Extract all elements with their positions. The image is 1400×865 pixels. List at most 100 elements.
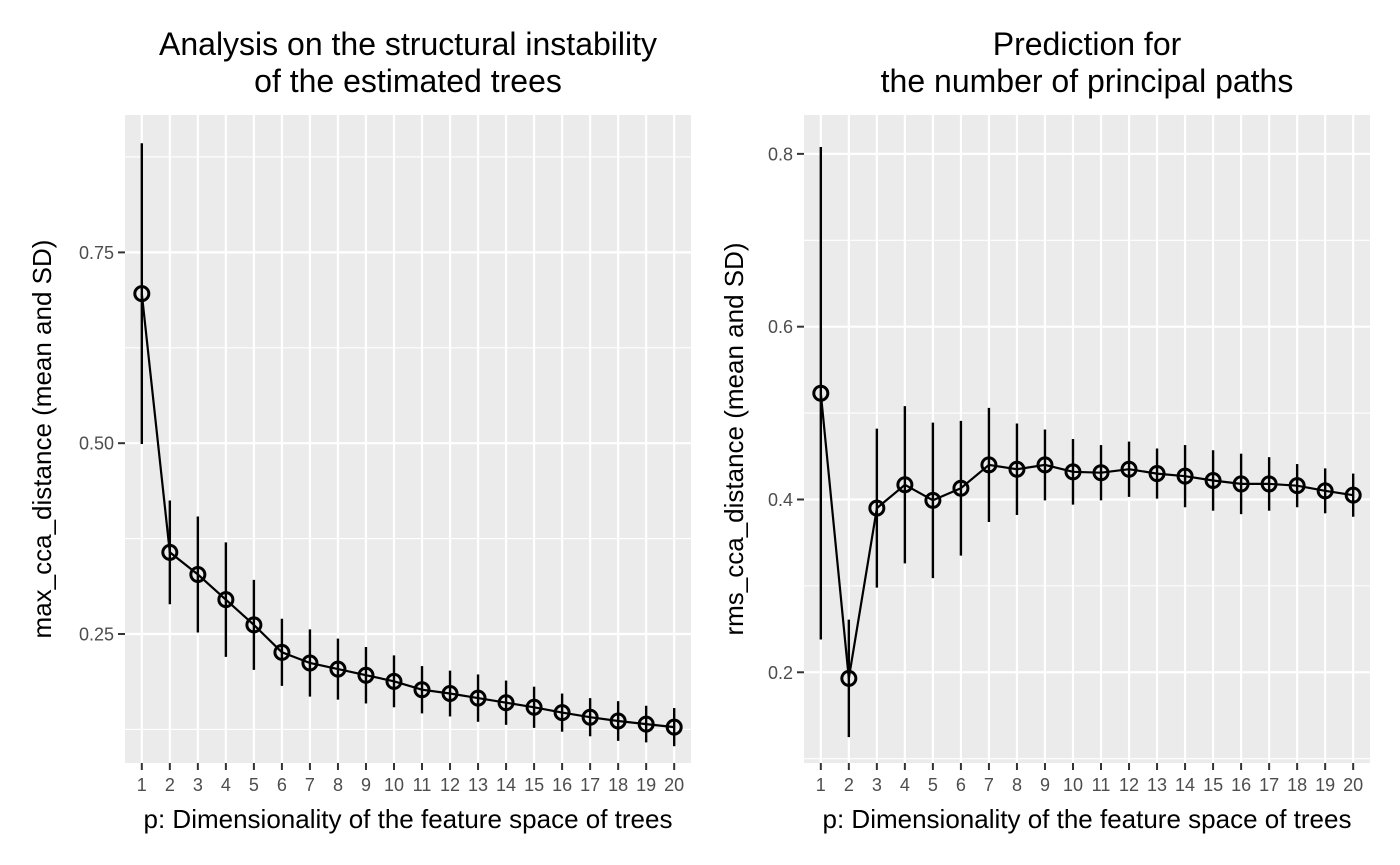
left-data-point [273, 643, 291, 661]
right-data-point [924, 491, 942, 509]
right-data-point [1120, 460, 1138, 478]
right-x-tick-label: 7 [984, 775, 994, 795]
left-x-tick-label: 19 [636, 775, 656, 795]
left-x-axis-title: p: Dimensionality of the feature space o… [144, 804, 673, 834]
left-data-point [245, 616, 263, 634]
left-data-point [441, 685, 459, 703]
left-x-tick-label: 9 [361, 775, 371, 795]
right-data-point [868, 499, 886, 517]
right-data-point [812, 384, 830, 402]
left-data-point [217, 591, 235, 609]
right-data-point [1204, 471, 1222, 489]
right-x-tick-label: 14 [1175, 775, 1195, 795]
left-chart-title-line-1: Analysis on the structural instability [159, 26, 657, 62]
right-data-point [1036, 456, 1054, 474]
right-data-point [1316, 482, 1334, 500]
right-data-point [1232, 475, 1250, 493]
right-y-tick-label: 0.4 [768, 490, 793, 510]
right-data-point [980, 456, 998, 474]
left-data-point [133, 285, 151, 303]
left-data-point [581, 708, 599, 726]
right-series-line [819, 393, 1354, 679]
left-x-tick-label: 10 [384, 775, 404, 795]
right-y-axis: 0.2 0.4 0.6 0.8 [768, 144, 804, 683]
right-x-tick-label: 3 [872, 775, 882, 795]
left-x-tick-label: 15 [524, 775, 544, 795]
right-data-point [840, 669, 858, 687]
right-x-tick-label: 15 [1203, 775, 1223, 795]
right-x-tick-label: 18 [1287, 775, 1307, 795]
left-chart-title-line-2: of the estimated trees [254, 63, 562, 99]
right-chart-title-line-1: Prediction for [993, 26, 1182, 62]
left-x-tick-label: 5 [249, 775, 259, 795]
right-y-axis-title: rms_cca_distance (mean and SD) [719, 242, 749, 635]
right-y-tick-label: 0.2 [768, 663, 793, 683]
left-data-point [665, 718, 683, 736]
left-y-tick-label: 0.75 [79, 243, 114, 263]
right-data-point [1148, 465, 1166, 483]
right-data-point [1092, 464, 1110, 482]
left-x-tick-label: 6 [277, 775, 287, 795]
right-plot-panel [804, 115, 1370, 763]
right-data-point [1344, 486, 1362, 504]
left-x-tick-label: 3 [193, 775, 203, 795]
right-data-point [896, 476, 914, 494]
right-x-axis: 1 2 3 4 5 6 7 8 9 10 11 12 13 14 15 16 17 18 19 20 [816, 763, 1363, 795]
right-data-point [1176, 467, 1194, 485]
right-data-point [1288, 477, 1306, 495]
left-data-point [189, 565, 207, 583]
left-x-tick-label: 16 [552, 775, 572, 795]
left-data-point [553, 704, 571, 722]
right-data-point [1260, 475, 1278, 493]
right-x-tick-label: 6 [956, 775, 966, 795]
left-data-point [301, 654, 319, 672]
right-x-tick-label: 5 [928, 775, 938, 795]
right-data-point [952, 479, 970, 497]
left-y-tick-label: 0.25 [79, 625, 114, 645]
left-data-point [385, 672, 403, 690]
left-x-axis: 1 2 3 4 5 6 7 8 9 10 11 12 13 14 15 16 17 18 19 20 [137, 763, 684, 795]
right-y-tick-label: 0.8 [768, 144, 793, 164]
right-x-tick-label: 16 [1231, 775, 1251, 795]
right-x-tick-label: 1 [816, 775, 826, 795]
left-x-tick-label: 2 [165, 775, 175, 795]
right-points [812, 384, 1362, 687]
left-x-tick-label: 12 [440, 775, 460, 795]
left-x-tick-label: 1 [137, 775, 147, 795]
left-x-tick-label: 11 [413, 775, 432, 795]
left-data-point [469, 689, 487, 707]
right-x-tick-label: 19 [1315, 775, 1335, 795]
left-data-point [329, 660, 347, 678]
right-x-tick-label: 4 [900, 775, 910, 795]
left-x-tick-label: 13 [468, 775, 488, 795]
left-x-tick-label: 20 [664, 775, 684, 795]
left-y-tick-label: 0.50 [79, 434, 114, 454]
left-x-tick-label: 4 [221, 775, 231, 795]
right-x-tick-label: 12 [1119, 775, 1139, 795]
left-chart: Analysis on the structural instability o… [27, 26, 691, 834]
right-x-axis-title: p: Dimensionality of the feature space o… [823, 804, 1352, 834]
right-chart: Prediction for the number of principal p… [719, 26, 1370, 834]
right-data-point [1064, 463, 1082, 481]
left-x-tick-label: 8 [333, 775, 343, 795]
left-data-point [609, 712, 627, 730]
right-x-tick-label: 13 [1147, 775, 1167, 795]
left-data-point [497, 694, 515, 712]
left-points [133, 285, 683, 736]
left-data-point [525, 698, 543, 716]
left-data-point [357, 666, 375, 684]
right-x-tick-label: 11 [1092, 775, 1111, 795]
right-x-tick-label: 10 [1063, 775, 1083, 795]
right-data-point [1008, 460, 1026, 478]
right-x-tick-label: 17 [1259, 775, 1279, 795]
left-x-tick-label: 18 [608, 775, 628, 795]
right-x-tick-label: 8 [1012, 775, 1022, 795]
left-data-point [413, 681, 431, 699]
left-data-point [637, 715, 655, 733]
left-x-tick-label: 14 [496, 775, 516, 795]
right-y-tick-label: 0.6 [768, 317, 793, 337]
left-y-axis-title: max_cca_distance (mean and SD) [27, 240, 57, 639]
right-x-tick-label: 9 [1040, 775, 1050, 795]
left-y-axis: 0.25 0.50 0.75 [79, 243, 125, 645]
